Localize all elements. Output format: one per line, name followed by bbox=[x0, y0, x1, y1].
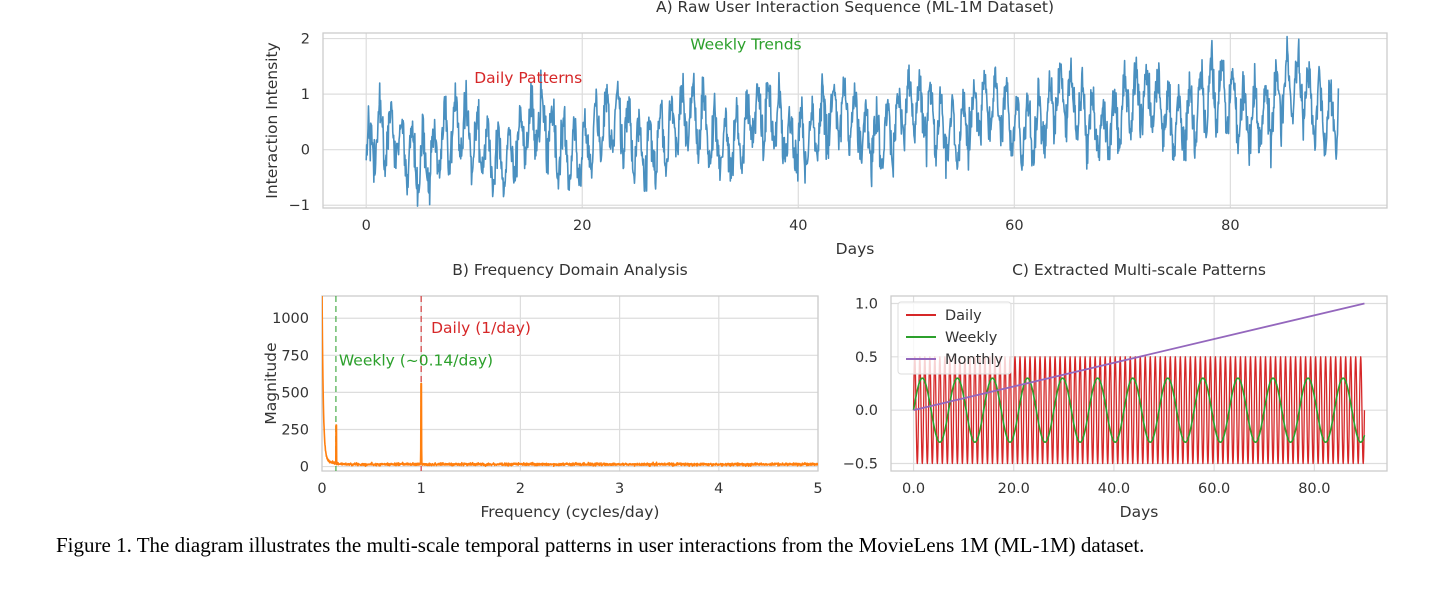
panel-b-title: B) Frequency Domain Analysis bbox=[452, 261, 688, 279]
panel-a-title: A) Raw User Interaction Sequence (ML-1M … bbox=[656, 0, 1054, 16]
panel-b-annotation: Weekly (~0.14/day) bbox=[339, 352, 493, 370]
panel-c-daily-series-line bbox=[912, 356, 1366, 465]
panel-a-ytick-label: 0 bbox=[301, 143, 310, 159]
panel-a-xtick-label: 40 bbox=[789, 218, 807, 234]
panel-c-monthly-series-line bbox=[913, 302, 1365, 412]
panel-c-ytick-label: 0.0 bbox=[855, 403, 878, 419]
panel-b-xtick-label: 1 bbox=[417, 481, 426, 497]
panel-a-xtick-label: 0 bbox=[362, 218, 371, 234]
panel-b-spectrum-line bbox=[322, 296, 818, 468]
panel-b-xlabel: Frequency (cycles/day) bbox=[481, 503, 660, 521]
panel-c-xlabel: Days bbox=[1120, 503, 1159, 521]
panel-c-legend-label: Weekly bbox=[945, 330, 998, 346]
panel-a-xtick-label: 60 bbox=[1005, 218, 1023, 234]
panel-c-xtick-label: 40.0 bbox=[1098, 481, 1130, 497]
panel-a-ytick-label: −1 bbox=[289, 198, 310, 214]
panel-b-xtick-label: 0 bbox=[317, 481, 326, 497]
panel-c-xtick-label: 20.0 bbox=[998, 481, 1030, 497]
panel-c-xtick-label: 80.0 bbox=[1298, 481, 1330, 497]
panel-c-xtick-label: 0.0 bbox=[902, 481, 925, 497]
panel-a-ytick-label: 2 bbox=[301, 32, 310, 48]
panel-b-xtick-label: 5 bbox=[813, 481, 822, 497]
panel-b-ytick-label: 0 bbox=[300, 460, 309, 476]
panel-c-ytick-label: −0.5 bbox=[843, 457, 878, 473]
panel-b-ytick-label: 750 bbox=[281, 348, 309, 364]
panel-c-title: C) Extracted Multi-scale Patterns bbox=[1012, 261, 1266, 279]
panel-c-legend-label: Daily bbox=[945, 308, 982, 324]
panel-c-ytick-label: 0.5 bbox=[855, 350, 878, 366]
panel-b-frequency-domain: 0 1 2 3 4 5 0 250 500 750 1000 B) Frequency Domain … bbox=[262, 261, 823, 521]
panel-a-annotation: Weekly Trends bbox=[690, 36, 801, 54]
panel-c-frame bbox=[890, 295, 1388, 472]
panel-b-ytick-label: 250 bbox=[281, 422, 309, 438]
panel-b-annotation: Daily (1/day) bbox=[431, 319, 531, 337]
panel-b-frame bbox=[321, 295, 819, 472]
panel-c-legend-box bbox=[897, 301, 1012, 375]
panel-a-frame bbox=[322, 32, 1388, 209]
panel-a-ytick-label: 1 bbox=[301, 87, 310, 103]
figure-caption: Figure 1. The diagram illustrates the mu… bbox=[56, 533, 1145, 557]
panel-a-xtick-label: 20 bbox=[573, 218, 591, 234]
panel-c-legend: Daily Weekly Monthly bbox=[897, 301, 1012, 375]
panel-a-ylabel: Interaction Intensity bbox=[263, 42, 281, 198]
panel-b-ytick-label: 500 bbox=[281, 385, 309, 401]
panel-c-multiscale-patterns: 0.0 20.0 40.0 60.0 80.0 −0.5 0.0 0.5 1.0 C) Extra… bbox=[843, 261, 1388, 521]
panel-a-annotation: Daily Patterns bbox=[474, 69, 582, 87]
panel-b-ylabel: Magnitude bbox=[262, 342, 280, 424]
panel-b-xtick-label: 4 bbox=[714, 481, 723, 497]
panel-c-legend-label: Monthly bbox=[945, 352, 1003, 368]
panel-c-weekly-series-line bbox=[912, 377, 1366, 443]
panel-b-xtick-label: 3 bbox=[615, 481, 624, 497]
panel-c-ytick-label: 1.0 bbox=[855, 296, 878, 312]
panel-a-xtick-label: 80 bbox=[1221, 218, 1239, 234]
panel-b-ytick-label: 1000 bbox=[272, 311, 309, 327]
panel-a-raw-series-line bbox=[365, 35, 1340, 207]
panel-b-xtick-label: 2 bbox=[516, 481, 525, 497]
panel-c-xtick-label: 60.0 bbox=[1198, 481, 1230, 497]
panel-a-xlabel: Days bbox=[836, 240, 875, 258]
panel-a-raw-sequence: 0 20 40 60 80 −1 0 1 2 A) Raw User Interaction Se… bbox=[263, 0, 1388, 258]
